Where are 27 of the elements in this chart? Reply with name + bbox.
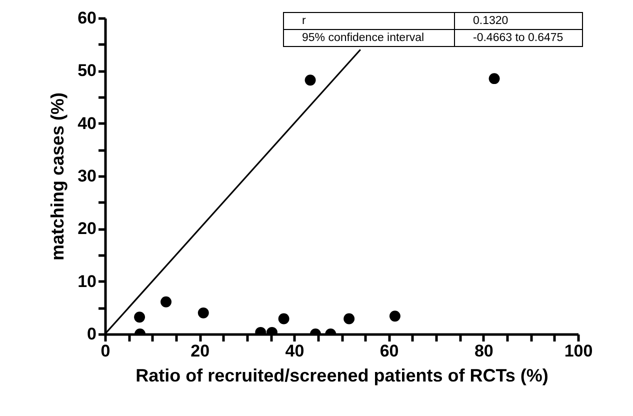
x-tick-label: 100 [564,342,593,360]
annotation: r [284,12,454,30]
annotation: 0.1320 [454,12,582,30]
y-tick-label: 20 [78,219,96,238]
x-tick-label: 60 [380,342,399,360]
x-tick-label: 80 [474,342,494,360]
point [278,313,290,324]
point [134,312,146,323]
y-tick-label: 60 [78,8,96,28]
point [198,307,209,318]
annotation: 95% confidence interval [284,30,454,46]
x-tick-label: 0 [100,342,110,360]
x-axis-title: Ratio of recruited/screened patients of RCTs (%) [136,366,548,386]
y-tick-label: 50 [78,61,96,80]
y-tick-label: 40 [78,114,96,133]
point [304,74,316,86]
point [488,73,500,84]
x-tick-label: 20 [190,342,210,360]
y-tick-label: 10 [78,272,96,291]
y-axis-title: matching cases (%) [48,92,68,261]
x-tick-label: 40 [285,342,304,360]
point [389,310,400,322]
y-tick-label: 0 [87,324,96,344]
point [160,296,172,308]
y-tick-label: 30 [78,166,96,186]
annotation: -0.4663 to 0.6475 [454,30,582,46]
point [344,313,355,324]
